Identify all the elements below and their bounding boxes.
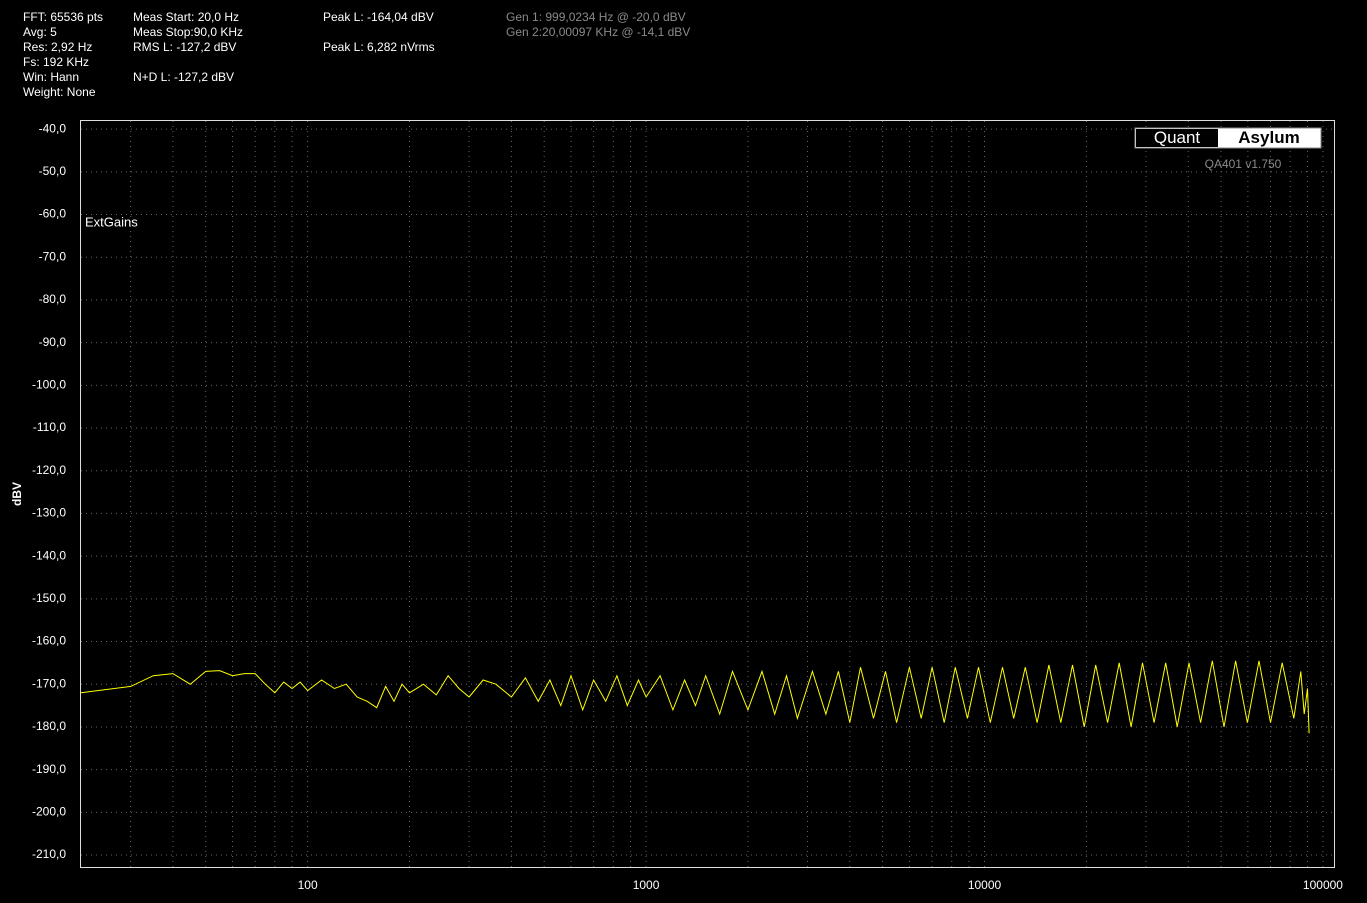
y-tick-label: -80,0 [39, 292, 67, 306]
y-tick-label: -70,0 [39, 249, 67, 263]
annotation: ExtGains [85, 214, 138, 229]
y-tick-label: -120,0 [32, 463, 66, 477]
y-tick-label: -110,0 [33, 420, 66, 434]
info: Win: Hann [23, 70, 79, 84]
version: QA401 v1.750 [1205, 157, 1282, 171]
trace-line [80, 660, 1310, 734]
info: Res: 2,92 Hz [23, 40, 92, 54]
info: Weight: None [23, 85, 96, 99]
y-axis-label: dBV [10, 482, 24, 506]
logo-text: Asylum [1238, 128, 1299, 147]
x-tick-label: 100000 [1303, 878, 1343, 892]
y-tick-label: -190,0 [32, 762, 66, 776]
y-tick-label: -200,0 [32, 805, 66, 819]
info: Meas Stop:90,0 KHz [133, 25, 243, 39]
y-tick-label: -90,0 [39, 335, 67, 349]
y-tick-label: -60,0 [39, 207, 67, 221]
info: N+D L: -127,2 dBV [133, 70, 234, 84]
info: FFT: 65536 pts [23, 10, 103, 24]
info: Avg: 5 [23, 25, 57, 39]
y-tick-label: -150,0 [32, 591, 66, 605]
x-tick-label: 10000 [968, 878, 1002, 892]
x-tick-label: 100 [298, 878, 318, 892]
y-tick-label: -50,0 [39, 164, 67, 178]
gen-info: Gen 2:20,00097 KHz @ -14,1 dBV [506, 25, 690, 39]
y-tick-label: -130,0 [32, 506, 66, 520]
info: Meas Start: 20,0 Hz [133, 10, 239, 24]
logo-left [1136, 129, 1218, 147]
y-tick-label: -170,0 [32, 676, 66, 690]
y-tick-label: -140,0 [32, 548, 66, 562]
info: Peak L: 6,282 nVrms [323, 40, 435, 54]
y-tick-label: -180,0 [32, 719, 66, 733]
y-tick-label: -210,0 [32, 847, 66, 861]
info: RMS L: -127,2 dBV [133, 40, 236, 54]
y-tick-label: -40,0 [39, 121, 67, 135]
x-tick-label: 1000 [633, 878, 660, 892]
y-tick-label: -160,0 [32, 634, 66, 648]
logo-text: Quant [1154, 128, 1201, 147]
plot-frame [80, 120, 1335, 868]
info: Peak L: -164,04 dBV [323, 10, 434, 24]
y-tick-label: -100,0 [32, 377, 66, 391]
info: Fs: 192 KHz [23, 55, 89, 69]
gen-info: Gen 1: 999,0234 Hz @ -20,0 dBV [506, 10, 686, 24]
